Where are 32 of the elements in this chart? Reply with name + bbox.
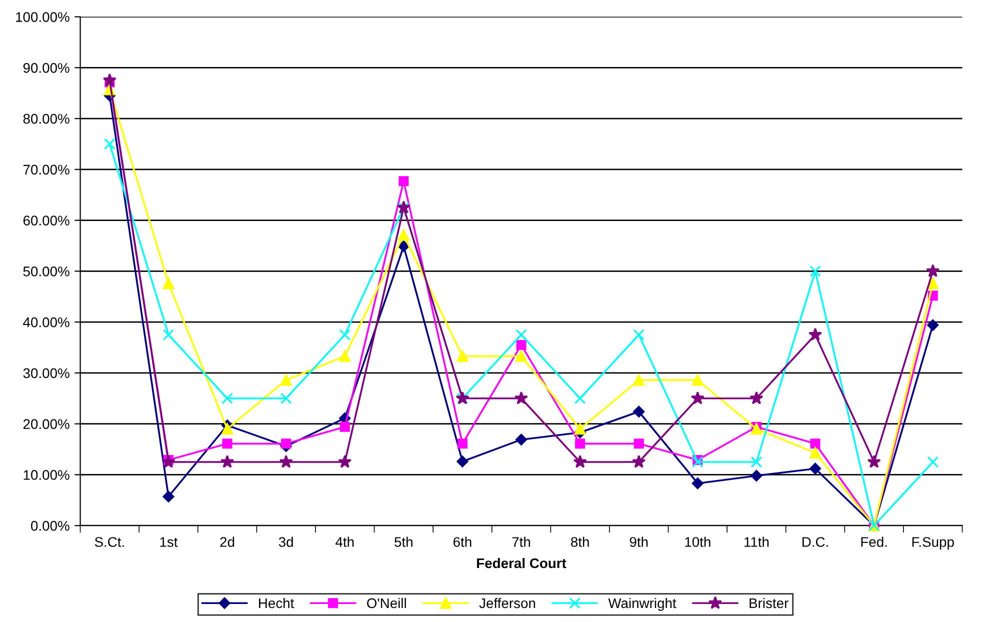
y-tick-label: 50.00%: [23, 266, 70, 276]
x-tick-label: 11th: [744, 536, 769, 547]
x-tick-label: F.Supp: [912, 537, 954, 550]
y-tick-label: 80.00%: [23, 114, 70, 124]
y-tick-label: 70.00%: [23, 164, 70, 175]
x-tick-label: 4th: [336, 536, 354, 547]
x-tick-label: D.C.: [802, 537, 828, 547]
x-tick-label: S.Ct.: [94, 537, 124, 547]
legend-label: Brister: [750, 598, 788, 608]
legend-label: O'Neill: [367, 598, 406, 608]
x-tick-label: 1st: [160, 537, 178, 547]
x-tick-label: 9th: [630, 536, 648, 547]
x-tick-label: 7th: [512, 536, 530, 547]
y-tick-label: 0.00%: [31, 520, 70, 531]
y-tick-label: 20.00%: [23, 419, 70, 429]
y-tick-label: 30.00%: [23, 368, 70, 378]
x-tick-label: 10th: [685, 536, 710, 547]
y-tick-label: 90.00%: [23, 63, 70, 73]
y-tick-label: 10.00%: [24, 470, 70, 480]
y-tick-label: 60.00%: [23, 216, 70, 226]
y-tick-label: 40.00%: [23, 317, 70, 328]
x-axis-title: Federal Court: [477, 558, 566, 568]
x-tick-label: 6th: [454, 536, 472, 547]
x-tick-label: Fed.: [861, 536, 887, 547]
legend-label: Hecht: [259, 598, 294, 608]
legend-label: Jefferson: [479, 598, 536, 608]
x-tick-label: 3d: [278, 536, 293, 547]
legend-label: Wainwright: [608, 598, 676, 611]
x-tick-label: 2d: [220, 536, 234, 547]
y-tick-label: 100.00%: [16, 12, 70, 22]
x-tick-label: 5th: [394, 536, 412, 547]
x-tick-label: 8th: [571, 536, 589, 547]
